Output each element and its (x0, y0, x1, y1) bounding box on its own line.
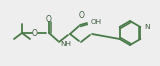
Text: O: O (46, 15, 52, 23)
Text: N: N (144, 24, 150, 30)
Text: O: O (32, 29, 38, 37)
Text: OH: OH (91, 19, 102, 25)
Text: O: O (79, 10, 85, 19)
Text: NH: NH (60, 41, 71, 47)
